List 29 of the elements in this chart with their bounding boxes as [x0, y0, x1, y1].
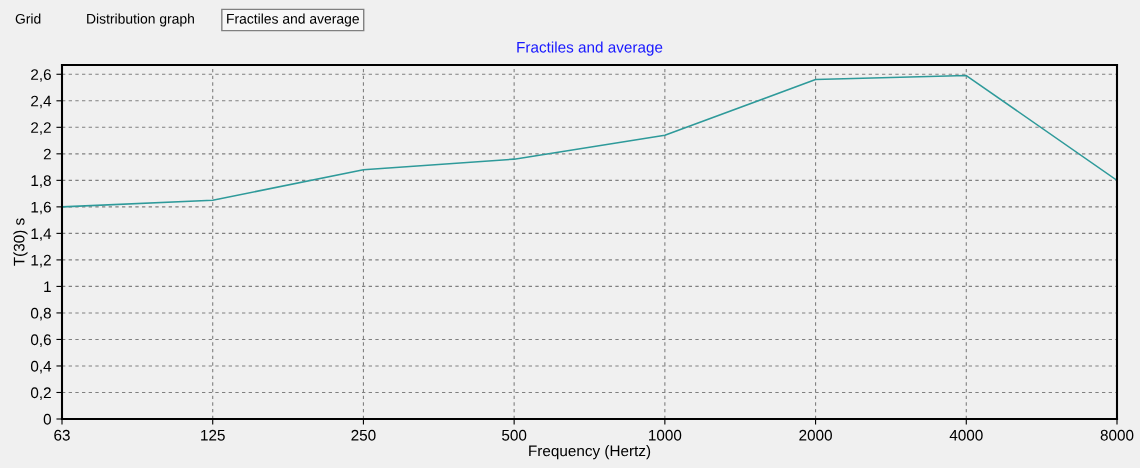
x-tick-label: 4000: [949, 429, 983, 441]
y-tick-label: 1,6: [31, 201, 51, 215]
y-tick-label: 0,6: [30, 334, 51, 347]
chart-title: Fractiles and average: [517, 41, 663, 56]
x-tick-label: 1000: [649, 429, 682, 441]
text: Distribution graph: [87, 13, 194, 27]
y-tick-label: 0: [43, 413, 51, 425]
y-tick-label: 1: [44, 281, 51, 292]
x-tick-label: 125: [201, 429, 225, 441]
y-axis-title: T(30) s: [13, 218, 28, 266]
text: Grid: [15, 13, 41, 24]
y-tick-label: 1,2: [31, 254, 51, 268]
line-series: [62, 74, 1117, 208]
y-tick-label: 0,4: [30, 360, 52, 374]
x-tick-label: 250: [351, 429, 376, 441]
y-tick-label: 2,2: [31, 122, 51, 135]
x-tick-label: 8000: [1100, 429, 1134, 441]
y-tick-label: 2,6: [31, 69, 51, 82]
x-tick-label: 500: [502, 429, 527, 441]
x-axis-title: Frequency (Hertz): [529, 445, 651, 460]
x-tick-label: 63: [54, 429, 70, 441]
y-tick-label: 1,8: [31, 175, 51, 188]
y-tick-label: 0,2: [30, 387, 51, 400]
text: Fractiles and average: [227, 13, 359, 27]
y-tick-label: 1,4: [31, 228, 52, 241]
y-tick-label: 0,8: [30, 307, 51, 321]
x-tick-label: 2000: [799, 429, 832, 441]
y-tick-label: 2: [43, 148, 51, 160]
y-tick-label: 2,4: [31, 95, 52, 109]
